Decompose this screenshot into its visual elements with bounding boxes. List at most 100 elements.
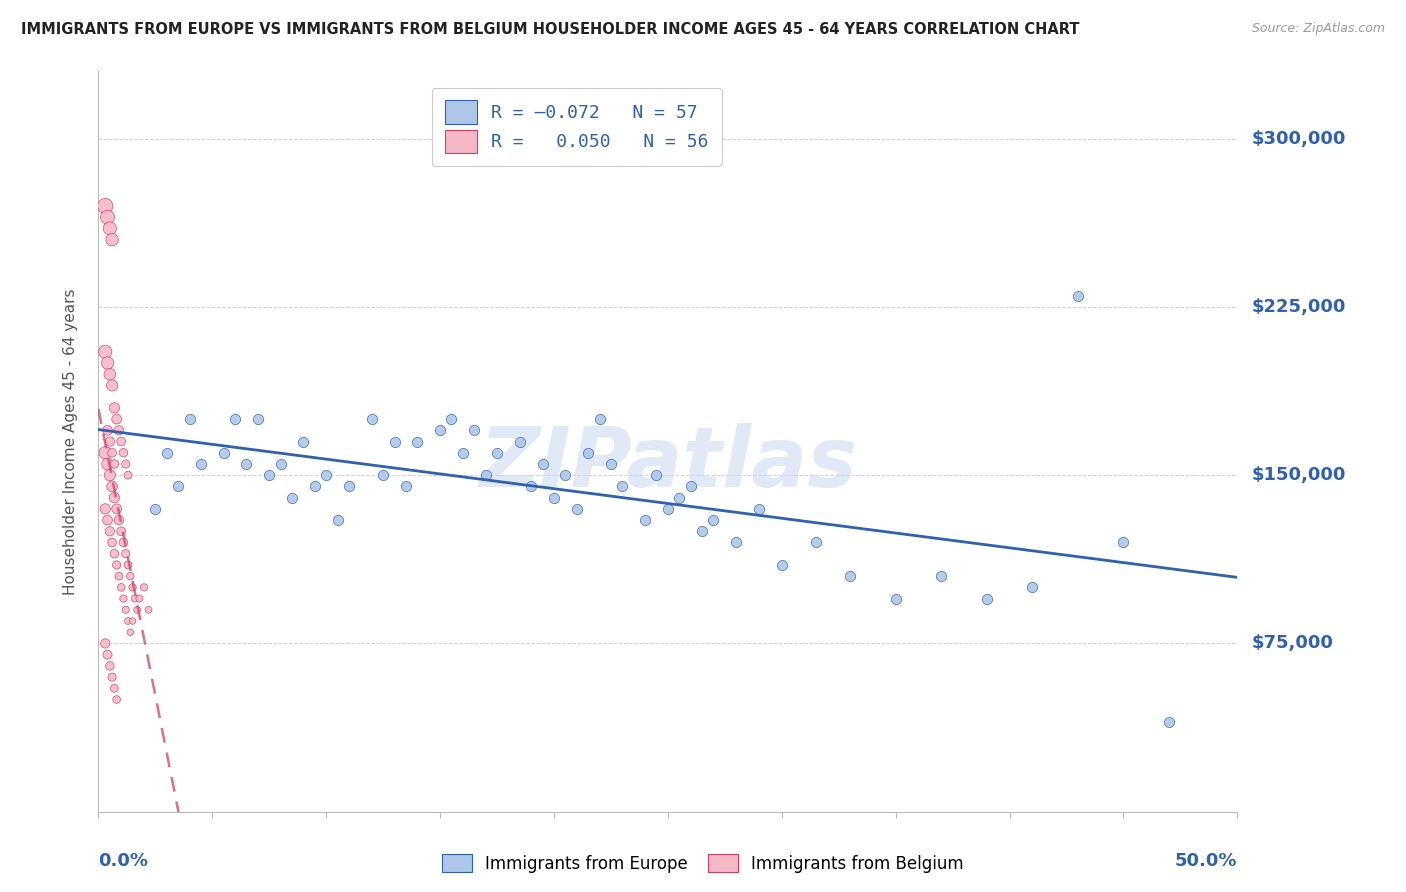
Point [588,412,610,426]
Point [98,524,121,539]
Point [103,547,125,561]
Point [105,692,128,706]
Point [112,446,135,460]
Point [259,468,281,483]
Point [520,479,543,493]
Point [103,491,125,505]
Point [474,468,496,483]
Point [103,457,125,471]
Point [315,468,337,483]
Point [395,479,418,493]
Point [110,434,132,449]
Point [101,378,124,392]
Point [1112,535,1135,549]
Point [554,468,576,483]
Point [124,591,146,606]
Point [576,446,599,460]
Point [105,412,128,426]
Point [1157,714,1180,729]
Point [114,457,136,471]
Point [304,479,326,493]
Point [110,580,132,594]
Point [98,434,121,449]
Point [110,524,132,539]
Point [929,569,952,583]
Point [702,513,724,527]
Point [326,513,349,527]
Point [543,491,565,505]
Point [668,491,690,505]
Point [884,591,907,606]
Text: $225,000: $225,000 [1251,298,1346,316]
Legend: Immigrants from Europe, Immigrants from Belgium: Immigrants from Europe, Immigrants from … [436,847,970,880]
Point [138,603,160,617]
Point [98,468,121,483]
Point [114,547,136,561]
Point [612,479,634,493]
Text: ZIPatlas: ZIPatlas [479,423,856,504]
Point [101,670,124,684]
Point [1067,289,1090,303]
Y-axis label: Householder Income Ages 45 - 64 years: Householder Income Ages 45 - 64 years [63,288,77,595]
Point [770,558,793,572]
Point [384,434,406,449]
Point [117,558,139,572]
Point [531,457,554,471]
Point [96,210,118,224]
Point [565,501,588,516]
Point [1021,580,1043,594]
Point [634,513,657,527]
Legend: R = –0.072   N = 57, R =   0.050   N = 56: R = –0.072 N = 57, R = 0.050 N = 56 [432,87,721,166]
Point [509,434,531,449]
Point [101,446,124,460]
Point [103,401,125,415]
Point [108,569,131,583]
Point [98,368,121,382]
Point [117,468,139,483]
Point [224,412,246,426]
Point [96,457,118,471]
Point [117,614,139,628]
Point [371,468,394,483]
Point [120,569,142,583]
Text: $150,000: $150,000 [1251,467,1346,484]
Point [121,614,143,628]
Point [463,423,485,437]
Point [128,591,150,606]
Point [804,535,827,549]
Text: 50.0%: 50.0% [1175,853,1237,871]
Point [101,535,124,549]
Point [108,423,131,437]
Point [105,558,128,572]
Point [112,591,135,606]
Point [132,580,155,594]
Point [101,233,124,247]
Point [103,681,125,696]
Point [281,491,304,505]
Point [451,446,474,460]
Point [98,221,121,235]
Point [839,569,862,583]
Point [94,636,117,650]
Point [440,412,463,426]
Point [112,535,135,549]
Text: $75,000: $75,000 [1251,634,1333,652]
Point [645,468,668,483]
Point [679,479,702,493]
Point [748,501,770,516]
Text: $300,000: $300,000 [1251,129,1346,148]
Point [212,446,235,460]
Point [120,625,142,640]
Point [108,513,131,527]
Point [657,501,679,516]
Point [101,479,124,493]
Point [96,513,118,527]
Point [94,344,117,359]
Point [145,501,167,516]
Point [360,412,382,426]
Point [246,412,269,426]
Point [121,580,143,594]
Point [94,446,117,460]
Point [270,457,292,471]
Text: IMMIGRANTS FROM EUROPE VS IMMIGRANTS FROM BELGIUM HOUSEHOLDER INCOME AGES 45 - 6: IMMIGRANTS FROM EUROPE VS IMMIGRANTS FRO… [21,22,1080,37]
